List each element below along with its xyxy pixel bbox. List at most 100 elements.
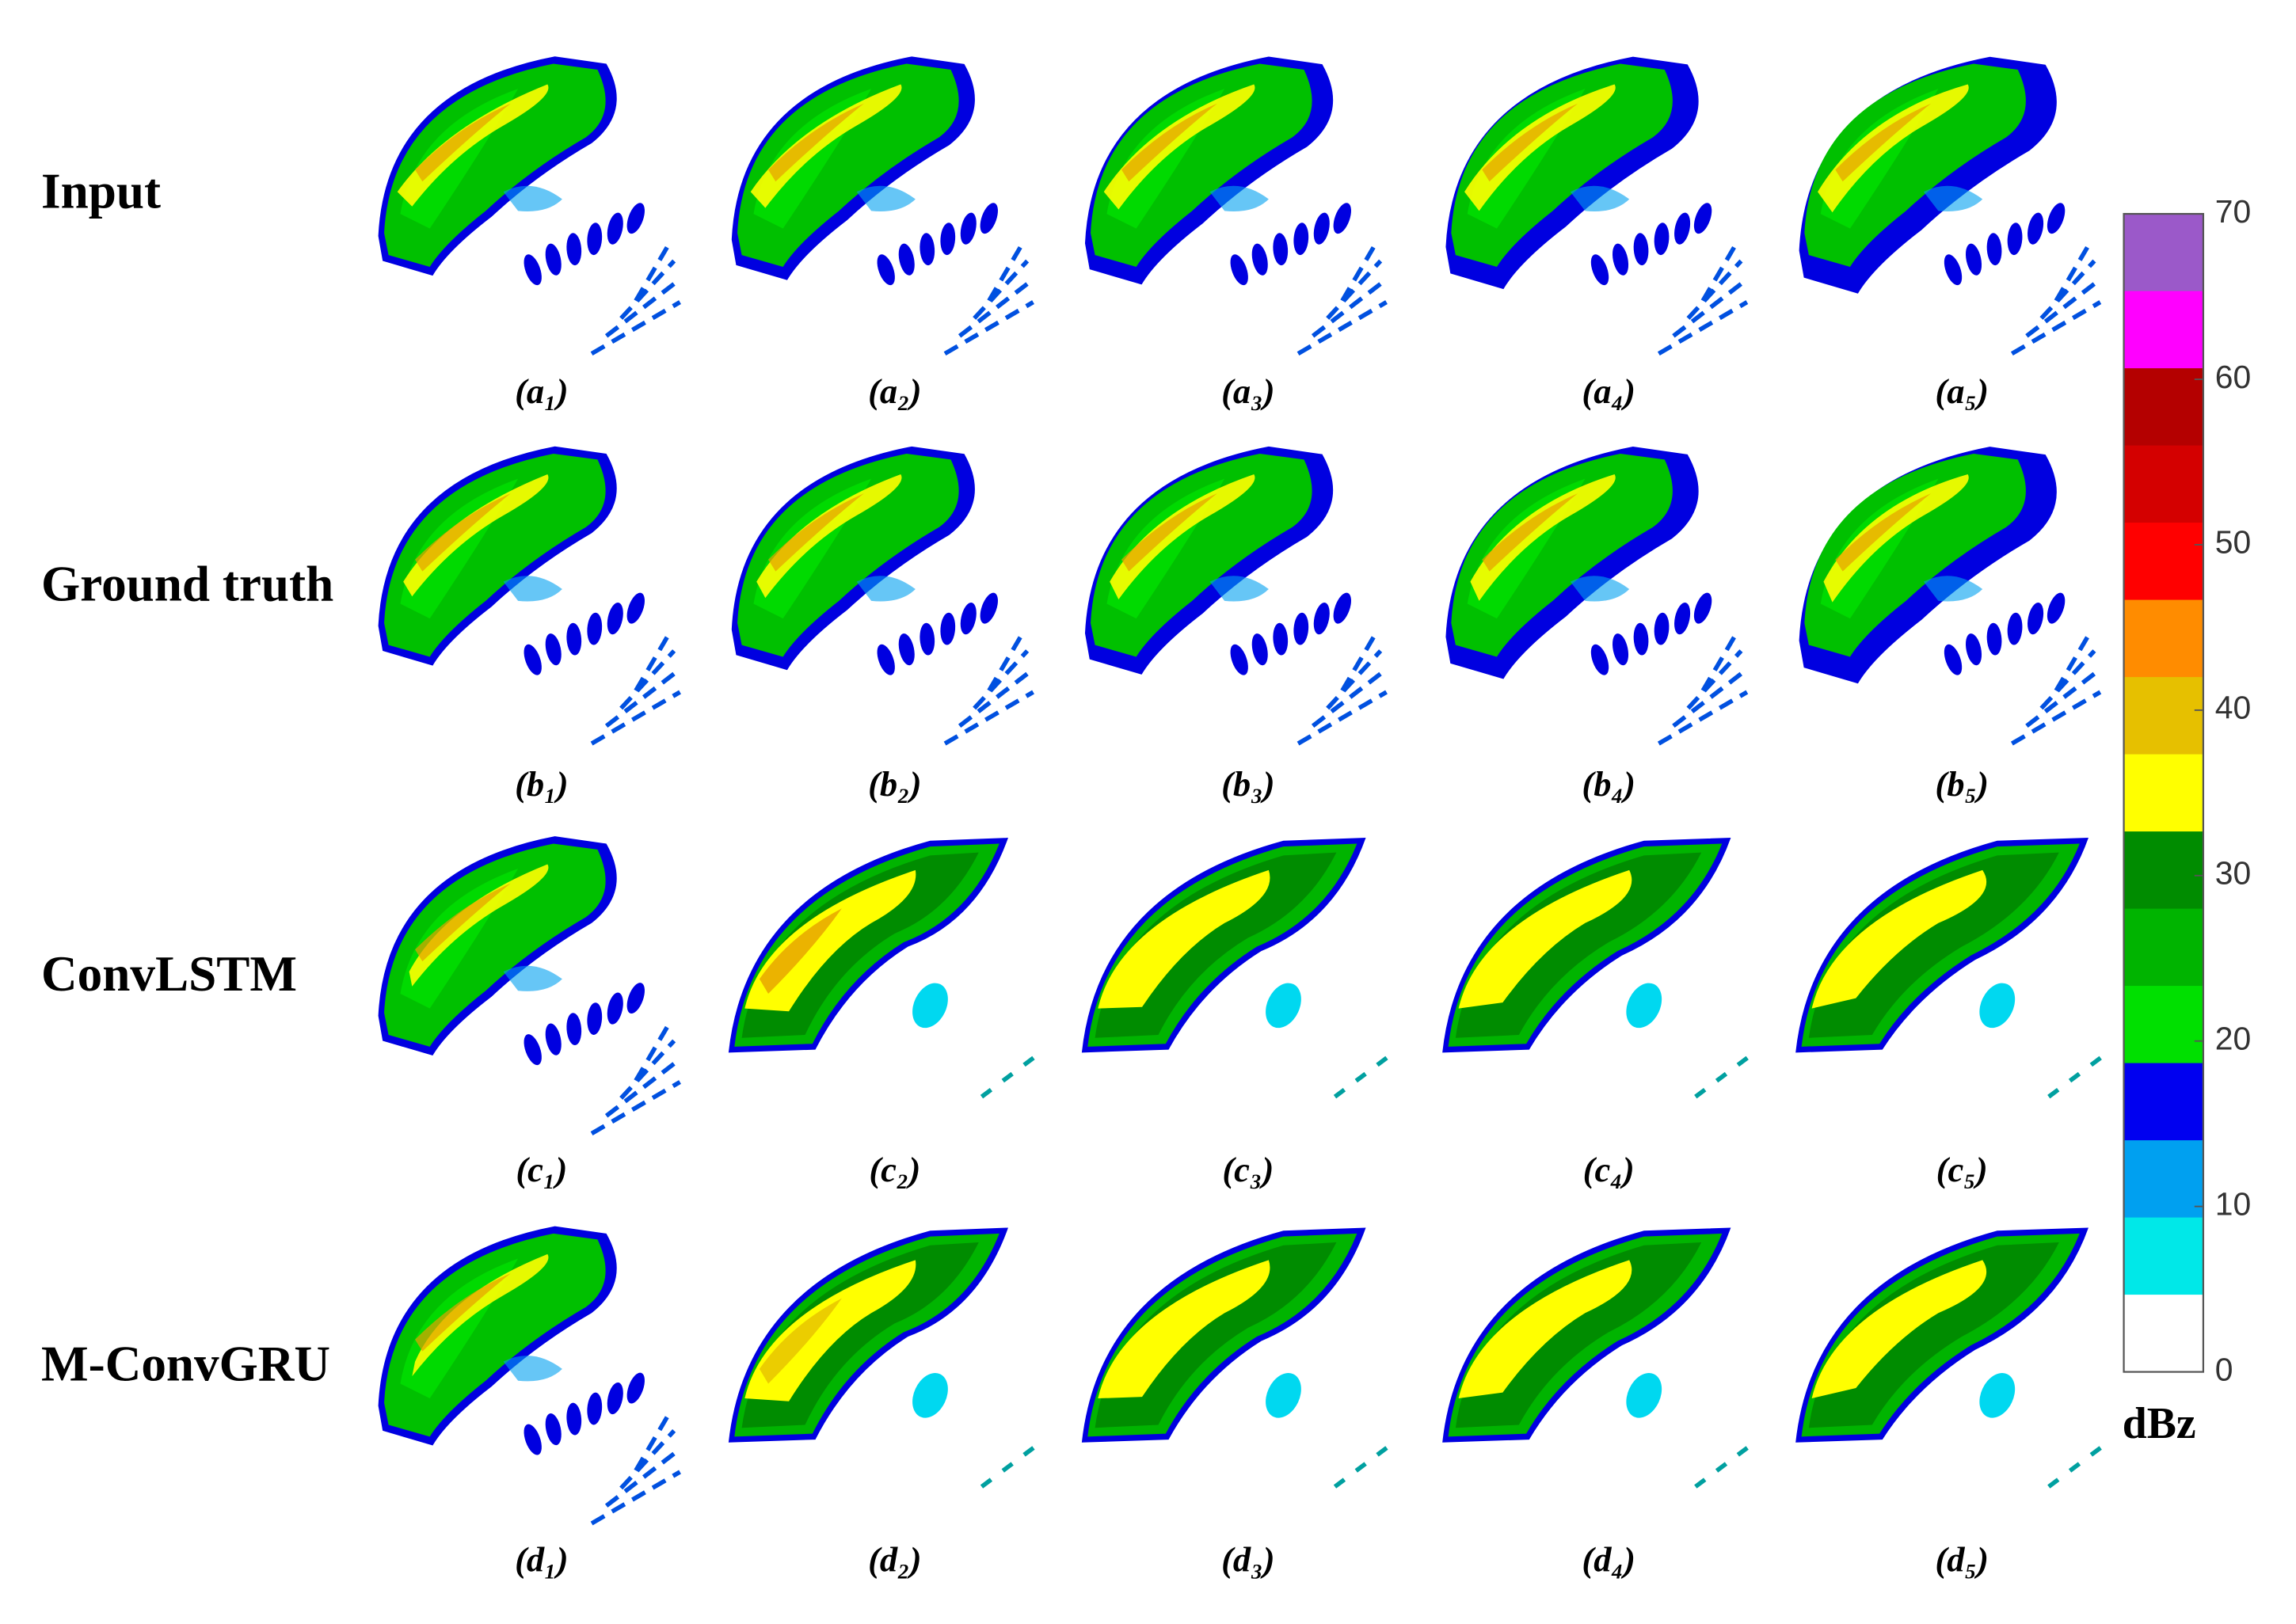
scatter-echo — [1570, 576, 1630, 602]
streak — [1296, 300, 1388, 356]
clutter — [1986, 622, 2002, 656]
streak — [634, 239, 673, 302]
clutter — [1293, 222, 1309, 256]
streak — [1657, 690, 1749, 746]
clutter — [877, 254, 895, 286]
scatter-echo — [1209, 185, 1269, 211]
radar-image — [731, 446, 1034, 746]
streak — [2010, 300, 2102, 356]
scatter-echo — [503, 576, 562, 602]
panel-label: (b₁) — [515, 764, 569, 804]
clutter — [1693, 592, 1712, 624]
echo-peak — [1835, 493, 1932, 572]
radar-image — [1445, 447, 1749, 746]
clutter — [566, 622, 582, 656]
panels: Input (a₁) (a₂) (a₃) (a₄) (a₅) Ground truth (b₁… — [41, 56, 2109, 1579]
panel-label: (b₅) — [1935, 764, 1989, 804]
clutter — [2028, 603, 2044, 635]
streak — [1657, 300, 1749, 356]
streak — [1672, 280, 1746, 338]
colorbar-tick-label: 30 — [2215, 855, 2251, 892]
streak — [2010, 690, 2102, 746]
clutter — [524, 1424, 542, 1455]
streak — [634, 629, 673, 692]
scatter-echo — [1209, 576, 1269, 602]
colorbar-band — [2123, 1140, 2203, 1219]
forecast-mid — [1095, 1242, 1337, 1428]
echo-peak — [1482, 103, 1578, 182]
streak — [604, 1059, 679, 1118]
streak — [2025, 280, 2099, 338]
radar-image — [1445, 56, 1749, 356]
clutter — [607, 603, 623, 635]
streak — [619, 259, 676, 320]
clutter — [2007, 612, 2023, 645]
clutter — [1965, 243, 1982, 276]
clutter — [566, 1013, 582, 1046]
colorbar-band — [2123, 445, 2203, 524]
radar-image — [1084, 446, 1388, 746]
clutter — [1654, 612, 1670, 645]
clutter — [1230, 254, 1248, 286]
clutter — [587, 612, 603, 645]
streak — [619, 1039, 676, 1100]
isolated-echo — [1979, 1373, 2016, 1418]
streak — [958, 669, 1032, 728]
echo-core — [409, 864, 549, 987]
streak — [619, 649, 676, 710]
clutter — [1313, 603, 1330, 635]
isolated-echo — [1266, 1373, 1301, 1418]
forecast-core — [744, 869, 916, 1012]
scatter-echo — [503, 185, 562, 211]
echo-peak — [1482, 493, 1578, 572]
isolated-echo — [912, 983, 948, 1029]
panel-label: (b₂) — [868, 764, 922, 804]
row-label: ConvLSTM — [41, 946, 297, 1002]
streak — [2039, 259, 2096, 320]
clutter — [524, 1034, 542, 1066]
echo-peak — [415, 103, 511, 182]
clutter — [940, 612, 956, 645]
echo-area — [737, 453, 959, 657]
streak — [2054, 629, 2094, 692]
clutter — [920, 233, 935, 266]
colorbar-tick-label: 10 — [2215, 1185, 2251, 1222]
panel-label: (a₂) — [868, 371, 922, 411]
streak — [590, 1470, 681, 1526]
colorbar-band — [2123, 986, 2203, 1064]
echo-area — [1804, 63, 2026, 267]
clutter — [877, 644, 895, 675]
panel-label: (c₄) — [1583, 1150, 1635, 1189]
forecast-core — [1811, 1260, 1987, 1399]
forecast-core — [1811, 869, 1987, 1009]
clutter — [1251, 633, 1268, 666]
clutter — [1590, 644, 1609, 675]
streak — [1311, 280, 1385, 338]
echo-area — [384, 63, 606, 267]
clutter — [1612, 243, 1629, 276]
radar-image — [728, 838, 1042, 1099]
colorbar-tick-label: 40 — [2215, 690, 2251, 726]
streak — [943, 690, 1034, 746]
echo-core — [1823, 474, 1969, 603]
colorbar-band — [2123, 754, 2203, 833]
streak — [2047, 1051, 2109, 1099]
clutter — [1965, 633, 1982, 666]
streak — [1333, 1440, 1395, 1489]
streak — [604, 280, 679, 338]
clutter — [960, 603, 977, 635]
colorbar-tick-label: 60 — [2215, 359, 2251, 395]
clutter — [1944, 644, 1963, 675]
streak — [604, 1449, 679, 1508]
colorbar: 0 10 20 30 40 50 60 70 — [2123, 193, 2251, 1387]
clutter — [980, 203, 998, 234]
clutter — [898, 633, 915, 666]
streak — [2025, 669, 2099, 728]
radar-image — [1442, 1227, 1756, 1489]
echo-area — [1091, 453, 1312, 657]
echo-peak — [1121, 493, 1217, 572]
scatter-echo — [503, 1356, 562, 1382]
echo-peak — [1835, 103, 1932, 182]
streak — [619, 1429, 676, 1490]
clutter — [1293, 612, 1309, 645]
